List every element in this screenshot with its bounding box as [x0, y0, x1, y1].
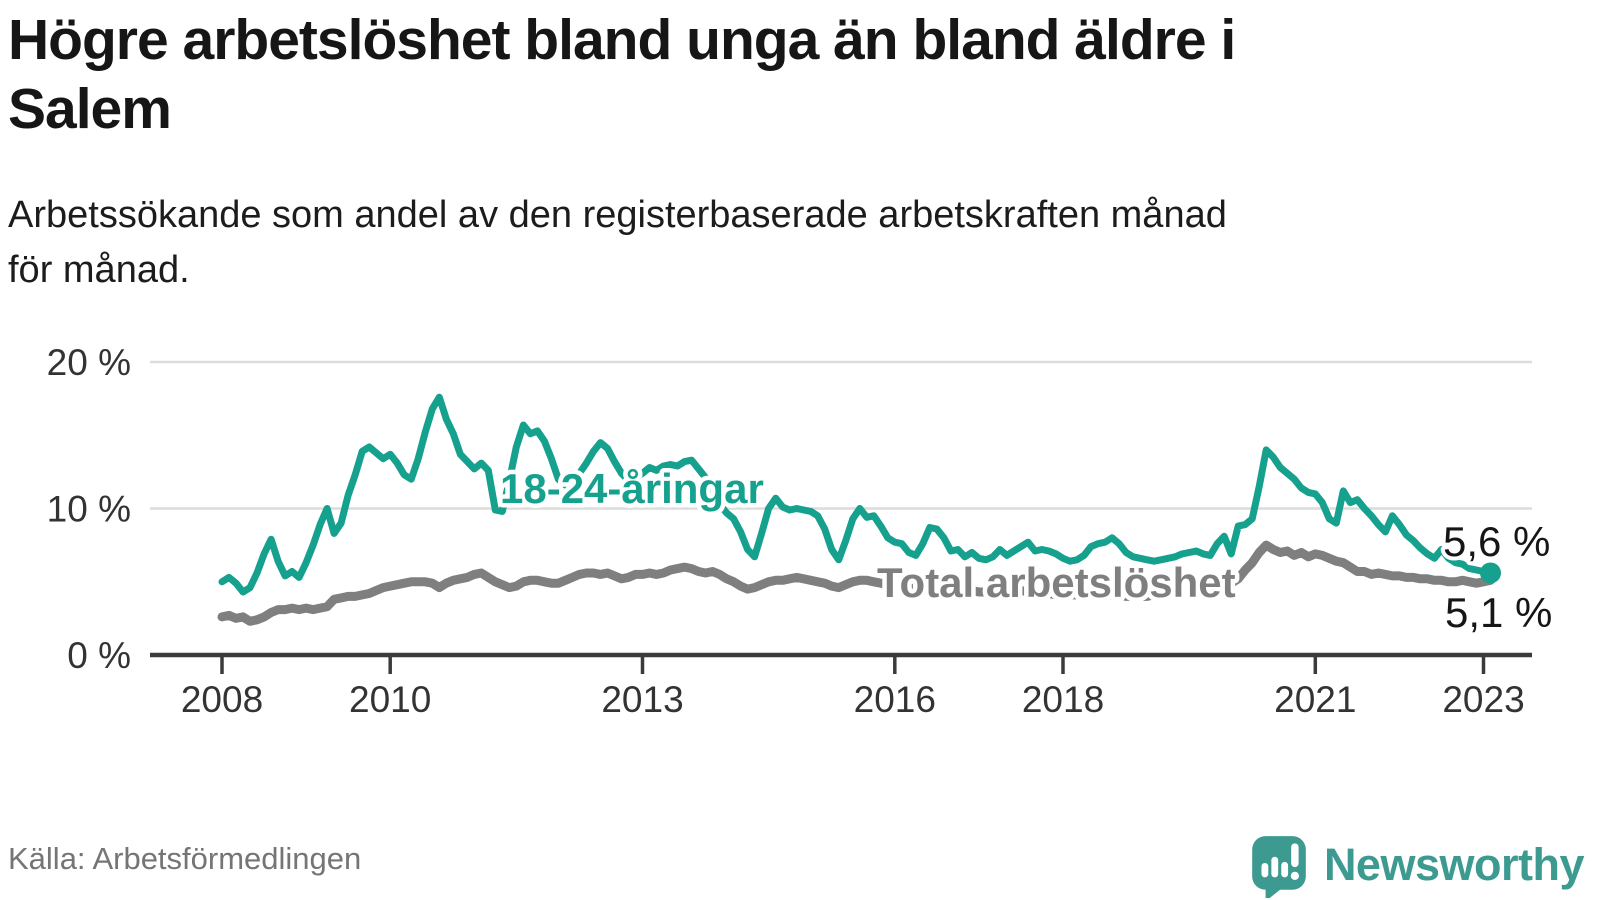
y-axis-tick-label: 0 %: [67, 635, 131, 676]
page-subtitle-line: för månad.: [8, 249, 190, 291]
logo-bar-1: [1261, 862, 1269, 878]
logo-exclamation-bar: [1291, 843, 1299, 868]
x-axis-tick-label: 2018: [1022, 679, 1104, 720]
logo-bar-2: [1271, 856, 1279, 878]
x-axis-tick-label: 2008: [181, 679, 263, 720]
x-axis-tick-label: 2021: [1274, 679, 1356, 720]
logo-exclamation-dot: [1290, 871, 1299, 880]
x-axis-tick-label: 2016: [854, 679, 936, 720]
logo-bar-3: [1281, 861, 1289, 878]
y-axis-tick-label: 10 %: [47, 489, 131, 530]
series-line-youth: [218, 393, 1494, 596]
x-axis-tick-label: 2013: [601, 679, 683, 720]
brand-name: Newsworthy: [1323, 839, 1585, 890]
logo-chart-bubble-icon: [1252, 836, 1306, 898]
page-title-line: Salem: [8, 77, 172, 141]
page-title-line: Högre arbetslöshet bland unga än bland ä…: [8, 8, 1236, 72]
page-subtitle: Arbetssökande som andel av den registerb…: [8, 188, 1568, 298]
end-value-label-youth: 5,6 %: [1443, 518, 1550, 565]
newsworthy-logo: Newsworthy: [1248, 832, 1585, 898]
series-label-youth: 18-24-åringar: [500, 465, 764, 512]
series-line-total: [217, 540, 1495, 626]
end-dot: [1480, 562, 1502, 584]
x-axis-tick-label: 2023: [1442, 679, 1524, 720]
series-label-total: Total arbetslöshet: [877, 559, 1236, 606]
page-title: Högre arbetslöshet bland unga än bland ä…: [8, 6, 1588, 144]
page-subtitle-line: Arbetssökande som andel av den registerb…: [8, 194, 1227, 236]
source-note: Källa: Arbetsförmedlingen: [8, 841, 362, 876]
x-axis-tick-label: 2010: [349, 679, 431, 720]
end-value-label-total: 5,1 %: [1445, 589, 1552, 636]
y-axis-tick-label: 20 %: [47, 342, 131, 383]
